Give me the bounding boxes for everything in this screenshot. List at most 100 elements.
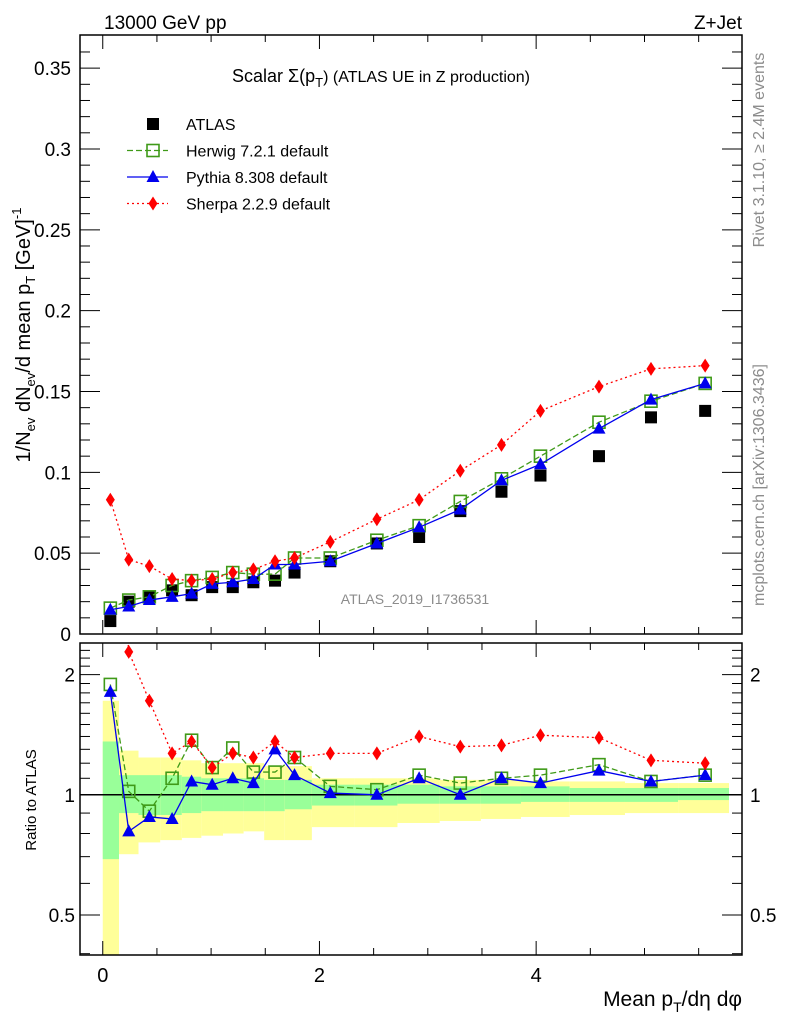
pythia-ratio-point [644, 774, 658, 787]
sherpa-ratio-point [290, 750, 300, 765]
pythia-ratio-point [698, 768, 712, 781]
ratio-panel [80, 643, 742, 955]
x-tick-label: 0 [97, 965, 108, 987]
legend: ATLAS Herwig 7.2.1 default Pythia 8.308 de… [127, 117, 331, 214]
pythia-point [592, 421, 606, 434]
svg-text:Mean pT/dη dφ: Mean pT/dη dφ [603, 988, 742, 1015]
sherpa-ratio-point [535, 728, 545, 743]
sherpa-point [105, 492, 115, 507]
sherpa-point [290, 551, 300, 566]
sherpa-point [248, 562, 258, 577]
herwig-ratio-point [268, 765, 282, 779]
sherpa-ratio-point [646, 753, 656, 768]
sherpa-point [270, 554, 280, 569]
pythia-point [453, 502, 467, 515]
y-tick-label: 0.15 [34, 382, 71, 403]
legend-label: ATLAS [186, 117, 236, 134]
pythia-point [412, 520, 426, 533]
sherpa-point [414, 492, 424, 507]
atlas-point [699, 404, 712, 417]
pythia-ratio-point [288, 768, 302, 781]
legend-item-herwig: Herwig 7.2.1 default [127, 144, 329, 161]
sherpa-point [325, 534, 335, 549]
sherpa-ratio-point [372, 746, 382, 761]
y-axis-label: 1/Nev dNev/d mean pT [GeV]-1 [9, 208, 38, 463]
title-sub: T [315, 75, 323, 90]
herwig-ratio-point [121, 784, 136, 799]
main-plot-area [103, 358, 712, 628]
analysis-id: ATLAS_2019_I1736531 [341, 591, 490, 607]
title-main: Scalar Σ(p [232, 66, 315, 86]
sherpa-ratio-line [127, 643, 706, 769]
svg-text:1/Nev dNev/d mean pT [GeV]-1: 1/Nev dNev/d mean pT [GeV]-1 [9, 208, 38, 463]
pythia-point [122, 599, 136, 612]
sherpa-point [535, 403, 545, 418]
y-tick-label: 0.25 [34, 221, 71, 242]
stat-uncertainty-band [678, 788, 729, 801]
ratio-y-tick-label-left: 2 [64, 666, 75, 687]
y-tick-label: 0.3 [45, 140, 71, 161]
pythia-ratio-point [412, 771, 426, 784]
sherpa-point [228, 565, 238, 580]
sherpa-point [646, 361, 656, 376]
sherpa-ratio-point [700, 756, 710, 771]
main-frame [79, 34, 743, 635]
y-tick-label: 0.35 [34, 59, 71, 80]
pythia-ratio-point [323, 786, 337, 799]
legend-label: Sherpa 2.2.9 default [186, 197, 331, 214]
y-tick-label: 0.2 [45, 302, 71, 323]
y-tick-label: 0 [60, 625, 71, 646]
legend-marker-atlas [147, 118, 159, 130]
pythia-ratio-point [370, 787, 384, 800]
sherpa-line [109, 364, 706, 582]
pythia-ratio-point [122, 824, 136, 837]
pythia-ratio-point [533, 776, 547, 789]
chart-title: Scalar Σ(pT) (ATLAS UE in Z production) [232, 66, 530, 90]
sherpa-point [187, 573, 197, 588]
sherpa-ratio-point [167, 746, 177, 761]
sherpa-ratio-point [270, 734, 280, 749]
pythia-point [142, 593, 156, 606]
legend-label: Herwig 7.2.1 default [186, 144, 329, 161]
sherpa-ratio-point [144, 693, 154, 708]
pythia-point [246, 572, 260, 585]
herwig-ratio-point [165, 771, 179, 786]
sherpa-ratio-point [455, 739, 465, 754]
pythia-point [226, 575, 240, 588]
pythia-ratio-point [226, 771, 240, 784]
ratio-y-tick-label-left: 0.5 [49, 906, 75, 927]
atlas-point [592, 450, 605, 463]
sherpa-ratio-point [248, 750, 258, 765]
sherpa-ratio-point [187, 734, 197, 749]
y-tick-label: 0.1 [45, 463, 71, 484]
legend-item-sherpa: Sherpa 2.2.9 default [127, 196, 331, 214]
atlas-point [288, 566, 301, 579]
ratio-frame [79, 642, 743, 956]
legend-item-pythia: Pythia 8.308 default [127, 170, 328, 187]
legend-marker-sherpa [148, 196, 158, 211]
legend-marker-pythia [146, 170, 160, 182]
x-axis-label: Mean pT/dη dφ [603, 988, 742, 1015]
side-text-top: Rivet 3.1.10, ≥ 2.4M events [751, 53, 768, 248]
ratio-y-axis-label: Ratio to ATLAS [23, 749, 40, 850]
pythia-ratio-point [246, 776, 260, 789]
sherpa-point [372, 512, 382, 527]
y-tick-label: 0.05 [34, 544, 71, 565]
x-tick-label: 4 [531, 965, 542, 987]
main-panel [103, 358, 712, 628]
title-rest: ) (ATLAS UE in Z production) [323, 69, 530, 86]
atlas-point [413, 530, 426, 543]
atlas-point [495, 485, 508, 498]
sherpa-point [700, 358, 710, 373]
sherpa-point [594, 379, 604, 394]
legend-item-atlas: ATLAS [147, 117, 236, 134]
ratio-y-tick-label-right: 2 [750, 666, 761, 687]
ratio-plot-area [80, 643, 742, 955]
sherpa-point [167, 572, 177, 587]
sherpa-ratio-point [496, 738, 506, 753]
atlas-point [104, 615, 117, 628]
pythia-ratio-point [103, 684, 117, 697]
side-text-bottom: mcplots.cern.ch [arXiv:1306.3436] [751, 364, 768, 606]
sherpa-point [496, 437, 506, 452]
